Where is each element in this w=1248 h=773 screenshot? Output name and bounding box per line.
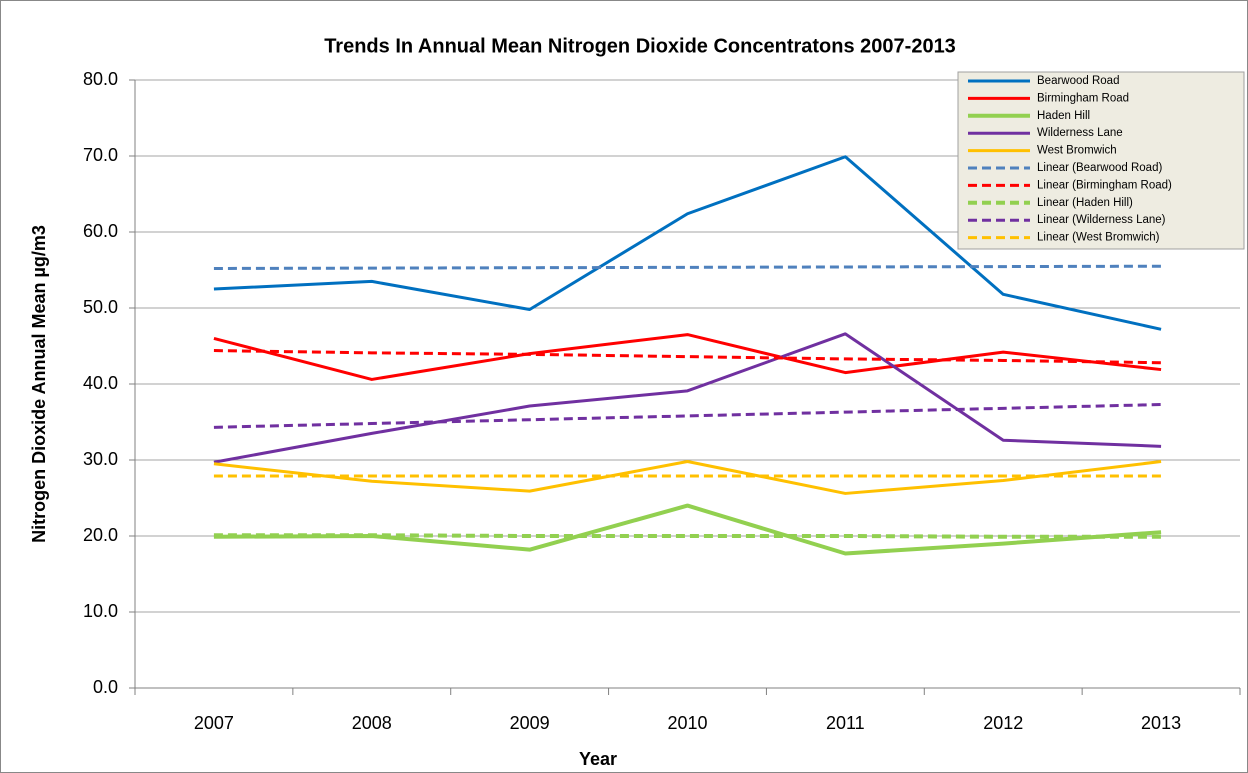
y-tick-label: 40.0	[83, 373, 118, 393]
legend-label: Linear (Wilderness Lane)	[1037, 214, 1166, 226]
data-line	[213, 460, 1162, 495]
y-tick-label: 80.0	[83, 69, 118, 89]
trend-line	[213, 264, 1162, 270]
legend-box	[957, 71, 1245, 250]
legend-label: Haden Hill	[1037, 110, 1090, 122]
x-tick-label: 2007	[194, 713, 234, 733]
chart-title: Trends In Annual Mean Nitrogen Dioxide C…	[324, 35, 956, 57]
legend-label: Linear (Bearwood Road)	[1037, 162, 1162, 174]
lines	[213, 155, 1162, 556]
y-tick-label: 60.0	[83, 221, 118, 241]
y-tick-label: 30.0	[83, 449, 118, 469]
data-line	[213, 333, 1162, 381]
legend: Bearwood Road Birmingham Road Haden Hill Wi…	[957, 71, 1245, 250]
y-tick-label: 0.0	[93, 677, 118, 697]
legend-label: Linear (West Bromwich)	[1037, 232, 1160, 244]
trend-line	[213, 349, 1162, 365]
trend-line	[213, 403, 1162, 429]
y-tick-label: 20.0	[83, 525, 118, 545]
x-tick-label: 2011	[826, 713, 865, 733]
x-tick-label: 2010	[667, 713, 707, 733]
x-tick-label: 2012	[983, 713, 1023, 733]
y-tick-label: 10.0	[83, 601, 118, 621]
x-tick-label: 2013	[1141, 713, 1181, 733]
legend-label: Linear (Birmingham Road)	[1037, 179, 1172, 191]
legend-label: West Bromwich	[1037, 145, 1117, 157]
data-line	[213, 332, 1162, 464]
trend-line	[213, 533, 1162, 539]
y-axis-label: Nitrogen Dioxide Annual Mean µg/m3	[29, 225, 49, 543]
x-tick-label: 2008	[352, 713, 392, 733]
data-line	[213, 155, 1162, 331]
legend-label: Bearwood Road	[1037, 75, 1119, 87]
x-tick-label: 2009	[510, 713, 550, 733]
legend-label: Linear (Haden Hill)	[1037, 197, 1133, 209]
legend-label: Wilderness Lane	[1037, 127, 1123, 139]
y-tick-label: 50.0	[83, 297, 118, 317]
y-tick-label: 70.0	[83, 145, 118, 165]
legend-label: Birmingham Road	[1037, 92, 1129, 104]
x-axis-label: Year	[579, 749, 617, 769]
